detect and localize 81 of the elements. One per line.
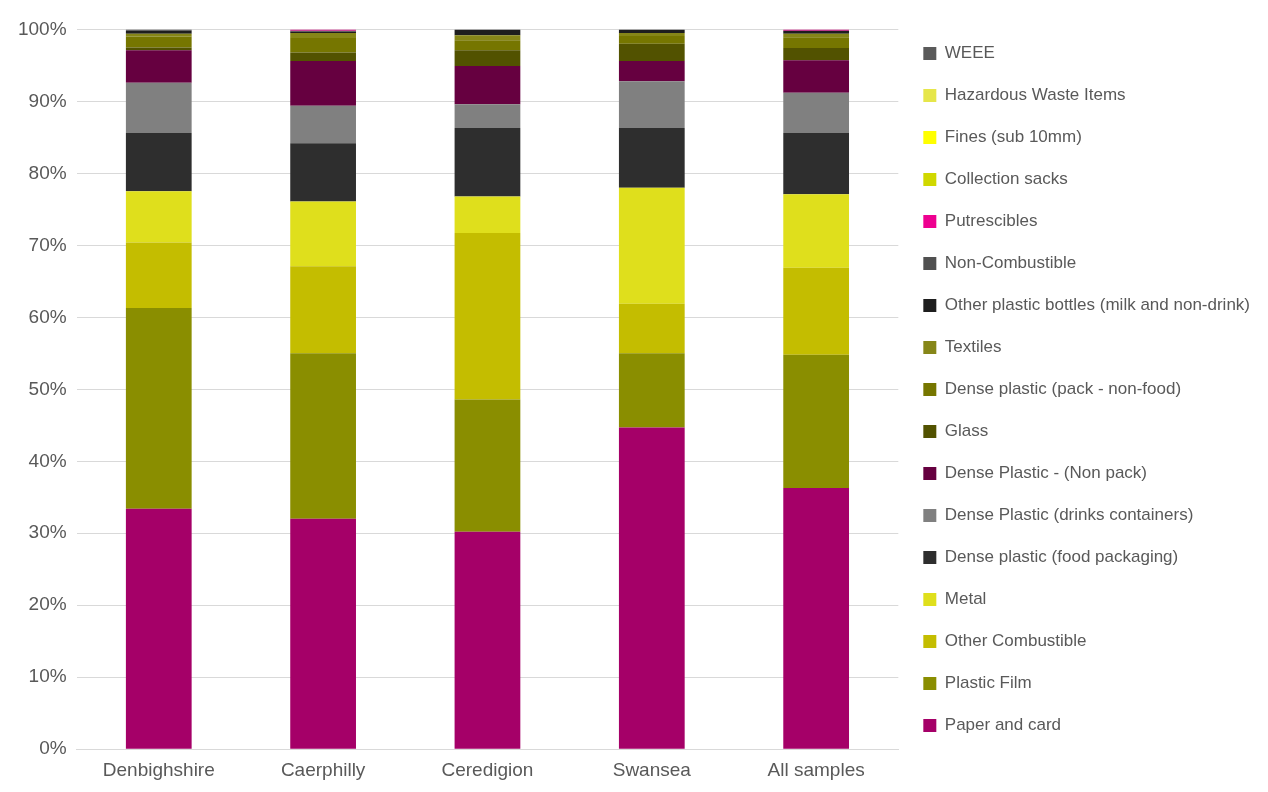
bar (454, 128, 521, 197)
legend-label: Textiles (944, 337, 1002, 357)
legend-label: Non-Combustible (944, 253, 1077, 273)
bar (290, 353, 356, 519)
y-tick-label: 90% (28, 89, 67, 111)
x-tick-label: All samples (767, 758, 865, 780)
bar (125, 36, 192, 48)
bar (290, 143, 356, 202)
bar (618, 61, 685, 82)
bar (618, 427, 685, 749)
y-tick-label: 70% (28, 233, 67, 255)
legend-label: Dense Plastic (drinks containers) (944, 505, 1194, 525)
legend-label: Fines (sub 10mm) (944, 127, 1082, 147)
legend-label: Dense Plastic - (Non pack) (944, 463, 1148, 483)
legend-label: Other plastic bottles (milk and non-drink) (944, 295, 1251, 315)
bar (783, 92, 850, 134)
bar (618, 128, 685, 188)
bar (290, 201, 356, 267)
bar (783, 354, 850, 488)
legend-label: Glass (944, 421, 989, 441)
legend-label: Collection sacks (944, 169, 1068, 189)
bar (783, 60, 850, 93)
legend-label: Plastic Film (944, 673, 1032, 693)
bar (783, 48, 850, 61)
legend-label: Other Combustible (944, 631, 1087, 651)
bar (290, 38, 356, 53)
bar (783, 487, 850, 749)
bar (618, 35, 685, 44)
bar (618, 353, 685, 428)
bar (290, 33, 356, 39)
bar (125, 82, 192, 134)
x-tick-label: Ceredigion (441, 758, 534, 780)
bar (618, 33, 685, 36)
bar (618, 81, 685, 129)
legend-label: Dense plastic (pack - non-food) (944, 379, 1182, 399)
bar (454, 40, 521, 51)
bar (618, 43, 685, 62)
y-tick-label: 10% (28, 665, 67, 687)
x-tick-label: Caerphilly (280, 758, 366, 780)
bar (125, 47, 192, 51)
bar (290, 266, 356, 354)
legend-label: Dense plastic (food packaging) (944, 547, 1179, 567)
bar (125, 307, 192, 509)
legend-label: Putrescibles (944, 211, 1038, 231)
bar (618, 187, 685, 304)
bar (454, 66, 521, 105)
bar (125, 508, 192, 749)
bar (125, 191, 192, 243)
y-tick-label: 30% (28, 521, 67, 543)
bar (454, 50, 521, 67)
y-tick-label: 20% (28, 593, 67, 615)
bar (125, 242, 192, 308)
bar (454, 35, 521, 41)
legend-label: WEEE (944, 43, 995, 63)
legend-label: Metal (944, 589, 987, 609)
bar (618, 303, 685, 354)
bar (454, 531, 521, 749)
bar (454, 233, 521, 400)
bar (290, 518, 356, 749)
bar (125, 133, 192, 192)
y-tick-label: 100% (17, 17, 67, 39)
bar (454, 399, 521, 532)
y-tick-label: 60% (28, 305, 67, 327)
bar (125, 50, 192, 83)
y-tick-label: 50% (28, 377, 67, 399)
bar (783, 133, 850, 195)
bar (454, 104, 521, 129)
bar (290, 105, 356, 144)
bar (783, 194, 850, 268)
bar (783, 37, 850, 49)
y-tick-label: 0% (39, 737, 67, 759)
bar (783, 267, 850, 355)
bar (290, 61, 356, 106)
legend-label: Paper and card (944, 715, 1062, 735)
x-tick-label: Denbighshire (102, 758, 215, 780)
legend-label: Hazardous Waste Items (944, 85, 1126, 105)
y-tick-label: 40% (28, 449, 67, 471)
y-tick-label: 80% (28, 161, 67, 183)
bar (290, 52, 356, 62)
bar (454, 196, 521, 234)
x-tick-label: Swansea (612, 758, 692, 780)
